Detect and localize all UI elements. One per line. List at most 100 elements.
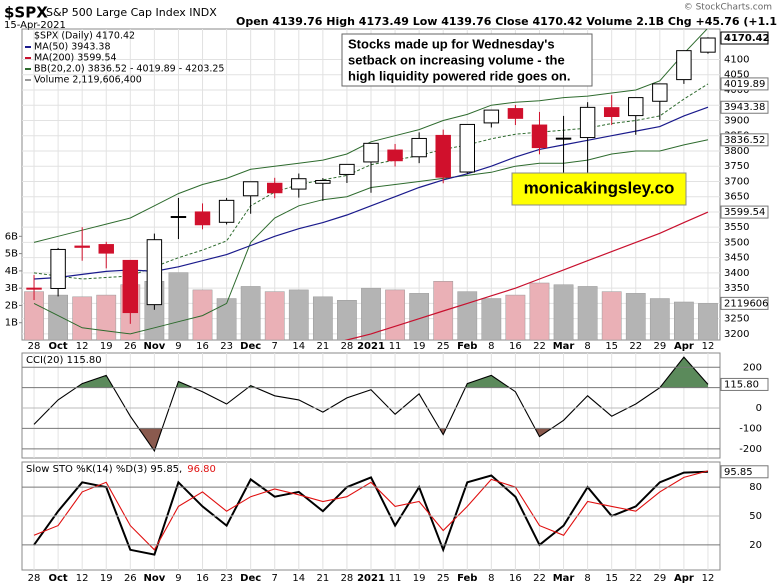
x-tick-label: 9 bbox=[175, 573, 181, 584]
x-tick-label: 7 bbox=[272, 341, 278, 352]
y-tick-label: 4100 bbox=[724, 54, 749, 65]
plot-layer bbox=[33, 356, 709, 453]
volume-tick-label: 4B bbox=[5, 266, 18, 277]
last-value-box bbox=[720, 296, 769, 310]
x-tick-label: Nov bbox=[143, 341, 165, 352]
x-tick-label: 23 bbox=[220, 341, 233, 352]
volume-tick-label: 2B bbox=[5, 300, 18, 311]
x-tick-label: 26 bbox=[124, 573, 137, 584]
y-tick-label: -200 bbox=[739, 444, 762, 455]
x-tick-label: Mar bbox=[553, 573, 575, 584]
volume-bar bbox=[625, 293, 646, 340]
volume-bar bbox=[192, 289, 213, 340]
volume-bar bbox=[529, 282, 550, 340]
y-tick-label: 3500 bbox=[724, 237, 749, 248]
last-value-box bbox=[720, 377, 769, 391]
x-tick-label: 16 bbox=[509, 341, 522, 352]
candle-body bbox=[363, 142, 379, 163]
series-line bbox=[33, 356, 709, 453]
volume-bar bbox=[240, 286, 261, 340]
volume-bar bbox=[674, 301, 694, 340]
last-value-box bbox=[720, 133, 769, 147]
y-tick-label: 20 bbox=[749, 540, 762, 551]
series-line bbox=[33, 29, 708, 243]
x-tick-label: 22 bbox=[629, 573, 642, 584]
x-tick-label: 28 bbox=[341, 341, 354, 352]
x-tick-label: 25 bbox=[437, 341, 450, 352]
x-tick-label: 11 bbox=[389, 341, 402, 352]
volume-bar bbox=[361, 287, 381, 340]
annotation-line: high liquidity powered ride goes on. bbox=[348, 68, 570, 83]
watermark: monicakingsley.co bbox=[524, 178, 675, 197]
x-tick-label: Dec bbox=[240, 573, 261, 584]
last-value-label: 95.85 bbox=[724, 467, 753, 478]
credit: © StockCharts.com bbox=[684, 3, 772, 13]
x-tick-label: Apr bbox=[674, 341, 694, 352]
volume-bar bbox=[577, 286, 598, 340]
y-tick-label: 80 bbox=[749, 482, 762, 493]
candle-body bbox=[98, 244, 114, 254]
legend-entry: BB(20,2.0) 3836.52 - 4019.89 - 4203.25 bbox=[34, 64, 224, 75]
volume-bar bbox=[409, 293, 430, 340]
candle-body bbox=[267, 182, 283, 194]
x-tick-label: 8 bbox=[488, 341, 494, 352]
candle-body bbox=[676, 50, 692, 81]
candle-body bbox=[146, 239, 163, 306]
volume-bar bbox=[601, 291, 622, 340]
y-tick-label: 3700 bbox=[724, 176, 749, 187]
candle-body bbox=[507, 108, 524, 119]
x-tick-label: 2021 bbox=[357, 341, 385, 352]
candle-body bbox=[531, 124, 548, 149]
cci-fill bbox=[34, 357, 708, 388]
candle-body bbox=[603, 107, 620, 118]
candle-body bbox=[483, 109, 500, 124]
y-tick-label: 50 bbox=[749, 511, 762, 522]
last-value-label: 3836.52 bbox=[724, 135, 765, 146]
volume-tick-label: 1B bbox=[5, 318, 18, 329]
last-value-label: 3943.38 bbox=[724, 102, 765, 113]
candle-body bbox=[291, 178, 307, 190]
annotation-box bbox=[341, 33, 593, 87]
cci-fill bbox=[34, 428, 708, 451]
x-tick-label: 15 bbox=[605, 341, 618, 352]
volume-tick-label: 5B bbox=[5, 249, 18, 260]
legend-entry: Volume 2,119,606,400 bbox=[34, 75, 142, 86]
volume-bar bbox=[385, 289, 405, 340]
last-value-box bbox=[720, 77, 769, 91]
volume-bar bbox=[72, 296, 93, 340]
x-tick-label: 25 bbox=[437, 573, 450, 584]
annotation-line: setback on increasing volume - the bbox=[348, 52, 565, 67]
last-value-label: 2119606 bbox=[724, 298, 769, 309]
volume-tick-label: 3B bbox=[5, 283, 18, 294]
x-tick-label: Nov bbox=[143, 573, 165, 584]
candle-body bbox=[50, 248, 66, 289]
x-tick-label: 9 bbox=[175, 341, 181, 352]
volume-bar bbox=[96, 294, 117, 340]
x-tick-label: Feb bbox=[457, 341, 477, 352]
x-tick-label: 22 bbox=[533, 573, 546, 584]
x-tick-label: Apr bbox=[674, 573, 694, 584]
volume-bar bbox=[481, 298, 502, 340]
legend-entry: MA(200) 3599.54 bbox=[34, 53, 117, 64]
watermark-box bbox=[511, 172, 687, 206]
y-tick-label: 3650 bbox=[724, 192, 749, 203]
x-tick-label: 16 bbox=[509, 573, 522, 584]
x-tick-label: 8 bbox=[488, 573, 494, 584]
volume-bar bbox=[649, 298, 670, 340]
candle-body bbox=[652, 83, 668, 102]
legend-entry: MA(50) 3943.38 bbox=[34, 42, 111, 53]
y-tick-label: 3250 bbox=[724, 314, 749, 325]
x-tick-label: 12 bbox=[702, 573, 715, 584]
x-tick-label: 12 bbox=[76, 573, 89, 584]
candle-body bbox=[194, 211, 211, 226]
x-tick-label: 11 bbox=[389, 573, 402, 584]
last-value-label: 115.80 bbox=[724, 379, 759, 390]
volume-bar bbox=[168, 272, 189, 340]
x-tick-label: 16 bbox=[196, 573, 209, 584]
x-tick-label: Oct bbox=[48, 341, 67, 352]
last-value-box bbox=[720, 100, 769, 114]
volume-bar bbox=[48, 294, 68, 340]
x-tick-label: 22 bbox=[533, 341, 546, 352]
candle-body bbox=[459, 123, 475, 173]
